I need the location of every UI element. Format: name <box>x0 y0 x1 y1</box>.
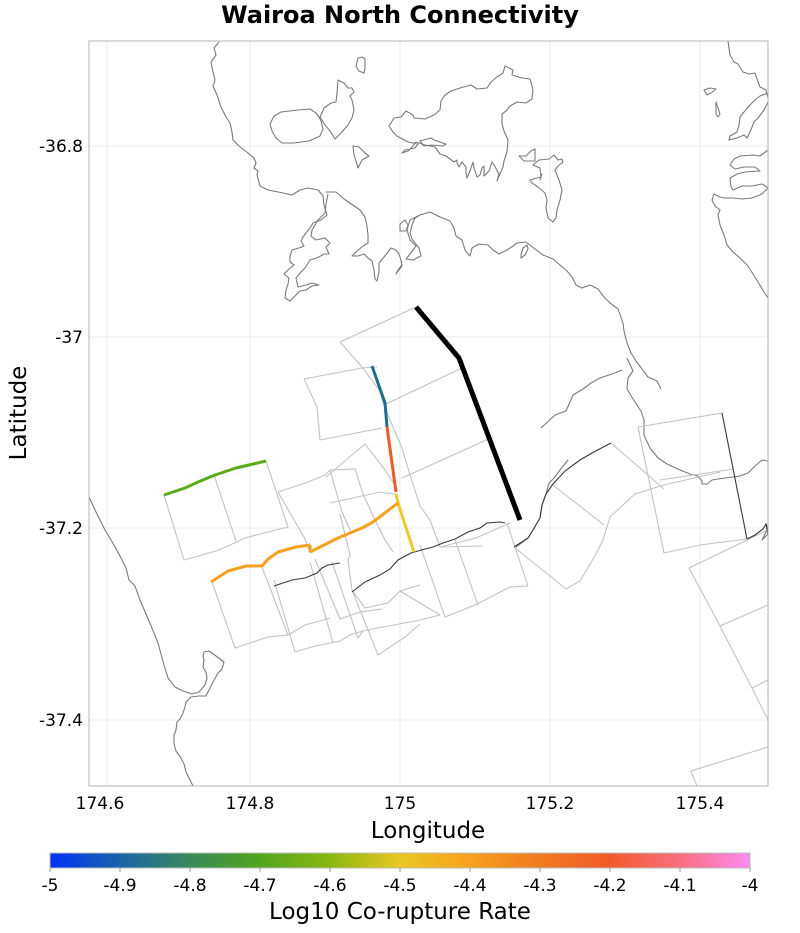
x-axis: 174.6 174.8 175 175.2 175.4 Longitude <box>76 794 725 844</box>
colorbar: -5 -4.9 -4.8 -4.7 -4.6 -4.5 -4.4 -4.3 -4… <box>42 852 759 925</box>
y-axis-label: Latitude <box>6 366 32 461</box>
fault-ruptures <box>163 305 523 584</box>
fault-segment-red <box>385 426 398 493</box>
y-tick: -37.4 <box>39 711 83 731</box>
colorbar-tick: -4.2 <box>593 876 626 896</box>
colorbar-gradient <box>49 852 751 869</box>
colorbar-tick: -5 <box>42 876 59 896</box>
fault-orange-west <box>210 543 311 584</box>
colorbar-tick: -4.9 <box>103 876 136 896</box>
colorbar-tick: -4.6 <box>313 876 346 896</box>
fault-green <box>163 459 267 497</box>
plot-area <box>88 40 769 787</box>
colorbar-tick: -4 <box>742 876 759 896</box>
x-tick: 174.6 <box>76 794 125 814</box>
colorbar-tick: -4.1 <box>663 876 696 896</box>
x-tick: 174.8 <box>226 794 275 814</box>
y-axis: -36.8 -37 -37.2 -37.4 Latitude <box>6 137 83 731</box>
fault-wairoa-north <box>414 305 523 521</box>
colorbar-tick: -4.4 <box>453 876 486 896</box>
colorbar-label: Log10 Co-rupture Rate <box>269 899 531 925</box>
x-axis-label: Longitude <box>371 818 485 844</box>
colorbar-tick: -4.7 <box>243 876 276 896</box>
fault-orange-east <box>309 501 399 554</box>
coastline <box>89 41 768 786</box>
colorbar-tick: -4.3 <box>523 876 556 896</box>
colorbar-tick: -4.5 <box>383 876 416 896</box>
x-tick: 175.4 <box>676 794 725 814</box>
fault-traces <box>273 412 768 593</box>
x-tick: 175 <box>384 794 416 814</box>
x-tick: 175.2 <box>526 794 575 814</box>
chart-title: Wairoa North Connectivity <box>221 1 579 29</box>
fault-segment-teal <box>370 365 389 428</box>
y-tick: -37 <box>55 328 83 348</box>
y-tick: -37.2 <box>39 519 83 539</box>
y-tick: -36.8 <box>39 137 83 157</box>
colorbar-tick: -4.8 <box>173 876 206 896</box>
plot-frame <box>88 40 769 787</box>
